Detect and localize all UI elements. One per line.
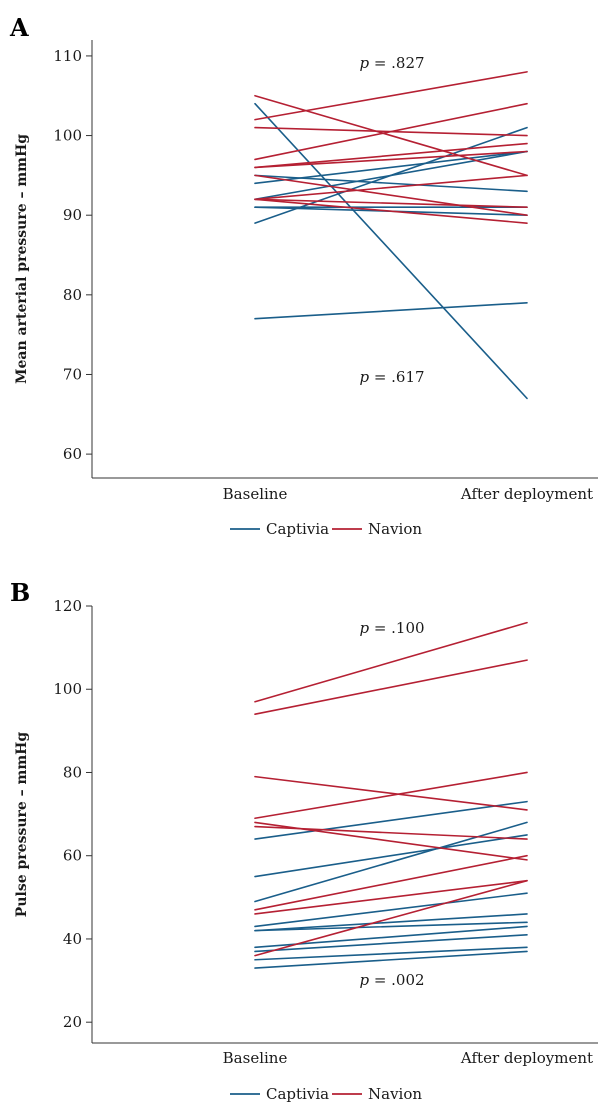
- series-line-captivia: [254, 821, 528, 903]
- series-line-captivia: [254, 913, 528, 932]
- series-line-captivia: [254, 892, 528, 928]
- series-line-captivia: [254, 301, 528, 320]
- legend: Captivia Navion: [230, 520, 422, 538]
- series-line-navion: [254, 825, 528, 840]
- series-line-navion: [254, 854, 528, 911]
- series-line-navion: [254, 198, 528, 209]
- series-line-captivia: [254, 150, 528, 201]
- legend-label-navion: Navion: [368, 520, 422, 538]
- p-value-annotation: p = .002: [359, 971, 424, 989]
- series-line-captivia: [254, 950, 528, 969]
- series-line-navion: [254, 94, 528, 177]
- series-line-captivia: [254, 834, 528, 878]
- series-line-navion: [254, 150, 528, 169]
- x-tick-label: After deployment: [460, 485, 593, 503]
- series-line-navion: [254, 775, 528, 811]
- series-line-captivia: [254, 933, 528, 953]
- legend-label-captivia: Captivia: [266, 520, 329, 538]
- series-line-navion: [254, 174, 528, 201]
- x-tick-label: After deployment: [460, 1049, 593, 1067]
- x-tick-label: Baseline: [223, 1049, 288, 1067]
- series-line-navion: [254, 71, 528, 121]
- y-tick-label: 100: [53, 680, 82, 698]
- series-line-captivia: [254, 102, 528, 400]
- series-line-navion: [254, 102, 528, 161]
- y-tick-label: 40: [63, 930, 82, 948]
- y-axis-label: Mean arterial pressure – mmHg: [14, 134, 30, 384]
- y-tick-label: 60: [63, 847, 82, 865]
- series-line-captivia: [254, 800, 528, 840]
- legend-label-captivia: Captivia: [266, 1085, 329, 1103]
- panel-label: A: [9, 13, 29, 42]
- x-tick-label: Baseline: [223, 485, 288, 503]
- y-tick-label: 70: [63, 365, 82, 383]
- series-line-navion: [254, 174, 528, 216]
- series-line-navion: [254, 879, 528, 957]
- panel-label: B: [10, 578, 30, 607]
- series-line-navion: [254, 198, 528, 224]
- series-line-captivia: [254, 946, 528, 961]
- y-tick-label: 120: [53, 597, 82, 615]
- legend: Captivia Navion: [230, 1085, 422, 1103]
- series-line-captivia: [254, 921, 528, 932]
- legend-label-navion: Navion: [368, 1085, 422, 1103]
- y-tick-label: 20: [63, 1013, 82, 1031]
- p-value-annotation: p = .827: [359, 54, 424, 72]
- series-line-captivia: [254, 150, 528, 185]
- chart-panel-b: B 20 40 60 80 100 120 Pulse pressure – mmHg Base…: [10, 578, 598, 1103]
- y-tick-label: 80: [63, 286, 82, 304]
- y-tick-label: 90: [63, 206, 82, 224]
- p-value-annotation: p = .100: [359, 619, 424, 637]
- p-value-annotation: p = .617: [359, 368, 424, 386]
- series-line-navion: [254, 621, 528, 703]
- series-line-navion: [254, 771, 528, 820]
- y-tick-label: 100: [53, 127, 82, 145]
- series-line-navion: [254, 659, 528, 716]
- series-line-navion: [254, 879, 528, 915]
- y-tick-label: 80: [63, 763, 82, 781]
- chart-panel-a: A 60 70 80 90 100 110 Mean arterial pressure – …: [9, 13, 598, 538]
- series-line-navion: [254, 142, 528, 169]
- y-tick-label: 60: [63, 445, 82, 463]
- y-tick-label: 110: [53, 47, 82, 65]
- y-axis-label: Pulse pressure – mmHg: [14, 732, 30, 918]
